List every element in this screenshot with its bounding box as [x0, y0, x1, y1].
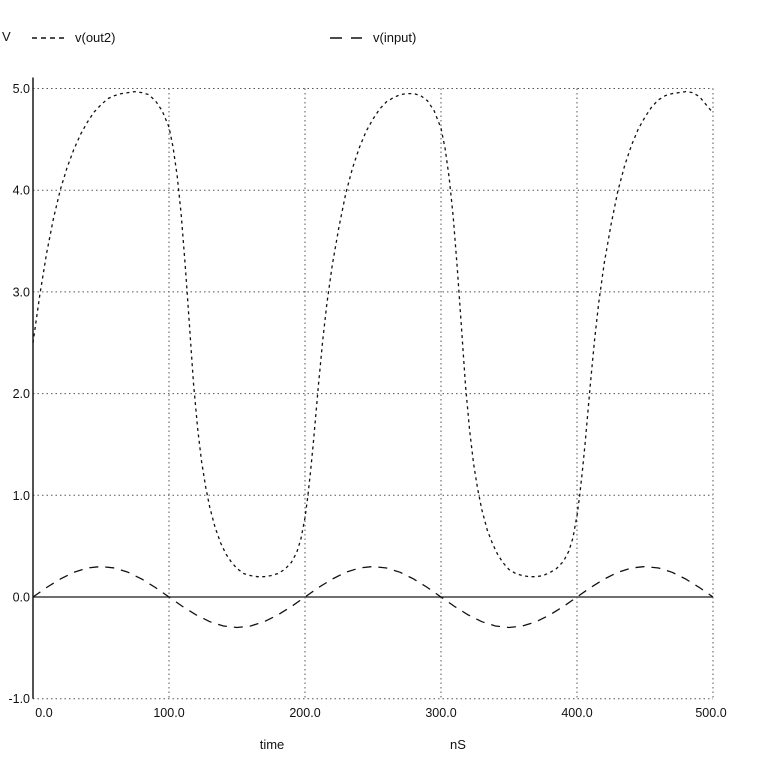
x-tick-label: 200.0 — [289, 706, 320, 720]
x-axis-unit-label: nS — [450, 737, 466, 752]
legend-label-vout2: v(out2) — [75, 30, 116, 45]
x-tick-label: 500.0 — [695, 706, 726, 720]
x-tick-label: 300.0 — [425, 706, 456, 720]
x-tick-label: 100.0 — [153, 706, 184, 720]
y-tick-label: 1.0 — [13, 489, 30, 503]
x-tick-label: 400.0 — [561, 706, 592, 720]
legend-entry-vout2: v(out2) — [31, 31, 115, 45]
curve-v-out2 — [32, 90, 714, 578]
x-axis-title: time — [259, 737, 285, 752]
dashed-line-sample-icon — [330, 37, 362, 39]
y-tick-label: 0.0 — [13, 591, 30, 605]
y-tick-label: -1.0 — [8, 692, 30, 706]
y-tick-label: 3.0 — [13, 285, 30, 299]
y-tick-label: 4.0 — [13, 184, 30, 198]
legend-label-vinput: v(input) — [373, 30, 417, 45]
y-axis-unit-label: V — [2, 29, 11, 44]
x-tick-label: 0.0 — [35, 706, 52, 720]
y-tick-label: 2.0 — [13, 387, 30, 401]
y-tick-label: 5.0 — [13, 82, 30, 96]
legend-entry-vinput: v(input) — [329, 31, 416, 45]
